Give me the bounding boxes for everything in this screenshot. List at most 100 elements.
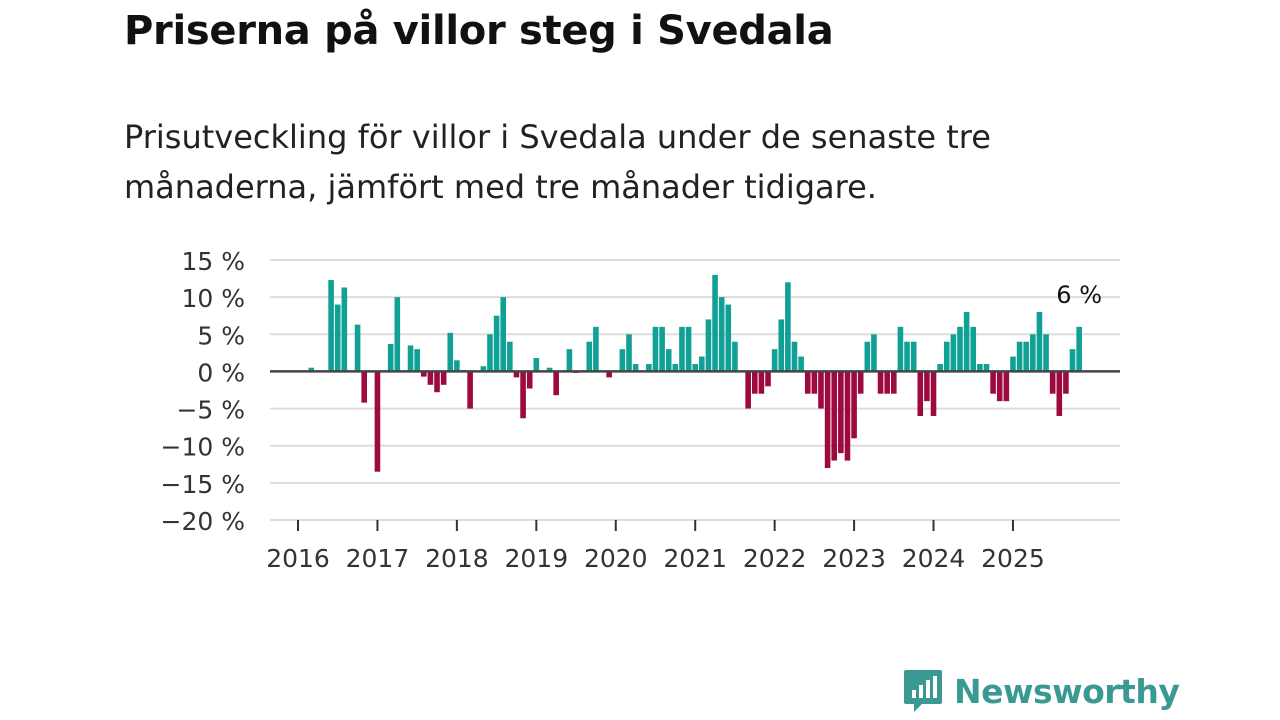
- x-tick-label: 2016: [266, 544, 330, 573]
- bar: [507, 341, 513, 372]
- bar: [745, 371, 751, 409]
- x-tick-label: 2024: [902, 544, 966, 573]
- bar: [659, 326, 665, 372]
- bar: [857, 371, 864, 394]
- bar: [493, 315, 500, 372]
- bar: [1049, 371, 1056, 394]
- bar: [725, 304, 732, 372]
- bar: [387, 343, 394, 372]
- bar: [533, 358, 540, 372]
- bar: [917, 371, 924, 416]
- y-tick-label: 10 %: [181, 284, 245, 313]
- bar: [1010, 356, 1016, 372]
- bar: [679, 326, 685, 372]
- bar: [804, 371, 811, 394]
- bar: [407, 345, 414, 372]
- bar: [1003, 371, 1010, 402]
- bar: [732, 341, 738, 372]
- bar: [831, 371, 838, 461]
- bar: [692, 364, 698, 372]
- x-tick-label: 2019: [505, 544, 569, 573]
- bar: [884, 371, 890, 394]
- bar: [454, 360, 460, 372]
- y-tick-label: 15 %: [181, 247, 245, 276]
- bar: [434, 371, 440, 393]
- bar: [943, 341, 950, 372]
- y-tick-label: −20 %: [161, 507, 245, 536]
- bar: [957, 326, 963, 372]
- bar: [765, 371, 771, 387]
- bar: [1056, 371, 1063, 416]
- bar: [1030, 334, 1036, 372]
- bar: [672, 364, 679, 372]
- bar: [950, 334, 957, 372]
- bar: [361, 371, 367, 403]
- bar: [824, 371, 831, 468]
- bar: [996, 371, 1003, 402]
- bar: [970, 326, 977, 372]
- bar: [771, 349, 778, 372]
- bar: [871, 334, 877, 372]
- x-tick-label: 2018: [425, 544, 489, 573]
- last-value-annotation: 6 %: [1056, 281, 1102, 309]
- bar: [414, 349, 420, 372]
- bar: [930, 371, 937, 416]
- bar: [758, 371, 765, 394]
- bar: [520, 371, 526, 419]
- bar: [1016, 341, 1023, 372]
- newsworthy-logo-icon: [904, 670, 942, 712]
- x-tick-label: 2021: [663, 544, 727, 573]
- bar: [619, 349, 626, 372]
- newsworthy-logo: Newsworthy: [902, 668, 1180, 714]
- bar: [791, 341, 798, 372]
- bar: [897, 326, 904, 372]
- bar: [904, 341, 910, 372]
- bar: [593, 326, 599, 372]
- bar: [778, 319, 785, 372]
- y-tick-label: −10 %: [161, 433, 245, 462]
- bar: [334, 304, 341, 372]
- bar: [308, 367, 315, 372]
- bar: [1076, 326, 1082, 372]
- bar: [712, 274, 718, 372]
- bar-chart: 15 % 10 % 5 % 0 % −5 % −10 % −15 % −20 % 2016 201…: [161, 247, 1120, 573]
- bar: [566, 349, 573, 372]
- bar: [374, 371, 381, 472]
- bar: [1043, 334, 1049, 372]
- bar: [513, 371, 520, 378]
- bar: [785, 282, 791, 372]
- bar: [394, 297, 401, 372]
- bar: [705, 319, 712, 372]
- y-tick-label: 0 %: [197, 358, 245, 387]
- bar: [798, 356, 804, 372]
- bar: [818, 371, 824, 409]
- bar: [977, 364, 983, 372]
- y-tick-label: −5 %: [176, 396, 245, 425]
- bar: [440, 371, 447, 385]
- x-tick-label: 2017: [346, 544, 410, 573]
- bar: [751, 371, 758, 394]
- bar: [1069, 349, 1076, 372]
- bar: [500, 297, 507, 372]
- bar: [891, 371, 897, 394]
- bar: [990, 371, 996, 394]
- bar: [910, 341, 917, 372]
- bar: [718, 297, 725, 372]
- bar: [811, 371, 818, 394]
- bar: [652, 326, 659, 372]
- bar: [685, 326, 692, 372]
- bar: [1063, 371, 1069, 394]
- x-tick-label: 2020: [584, 544, 648, 573]
- bar: [877, 371, 884, 394]
- bar: [467, 371, 473, 409]
- bar: [646, 364, 652, 372]
- bar: [354, 324, 361, 372]
- bar: [851, 371, 857, 439]
- bar: [665, 349, 672, 372]
- bar: [427, 371, 434, 385]
- y-tick-label: 5 %: [197, 321, 245, 350]
- bar: [626, 334, 632, 372]
- bar: [1023, 341, 1029, 372]
- bar: [963, 312, 970, 372]
- bar: [546, 367, 553, 372]
